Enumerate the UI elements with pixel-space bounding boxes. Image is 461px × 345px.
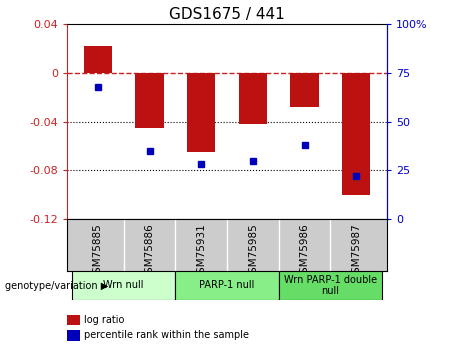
Text: GSM75931: GSM75931 — [196, 223, 206, 280]
Text: GSM75985: GSM75985 — [248, 223, 258, 280]
Bar — [279, 271, 382, 300]
Bar — [342, 73, 371, 195]
Bar — [290, 73, 319, 107]
Bar — [136, 73, 164, 128]
Text: percentile rank within the sample: percentile rank within the sample — [84, 331, 249, 340]
Title: GDS1675 / 441: GDS1675 / 441 — [169, 7, 285, 22]
Text: GSM75986: GSM75986 — [300, 223, 309, 280]
Text: PARP-1 null: PARP-1 null — [199, 280, 255, 290]
Text: log ratio: log ratio — [84, 315, 124, 325]
Bar — [239, 73, 267, 124]
Text: GSM75987: GSM75987 — [351, 223, 361, 280]
Text: Wrn null: Wrn null — [103, 280, 144, 290]
Bar — [83, 46, 112, 73]
Text: genotype/variation ▶: genotype/variation ▶ — [5, 281, 108, 290]
Bar — [187, 73, 215, 152]
Text: Wrn PARP-1 double
null: Wrn PARP-1 double null — [284, 275, 377, 296]
Bar — [175, 271, 279, 300]
Bar — [72, 271, 175, 300]
Text: GSM75885: GSM75885 — [93, 223, 103, 280]
Text: GSM75886: GSM75886 — [145, 223, 154, 280]
